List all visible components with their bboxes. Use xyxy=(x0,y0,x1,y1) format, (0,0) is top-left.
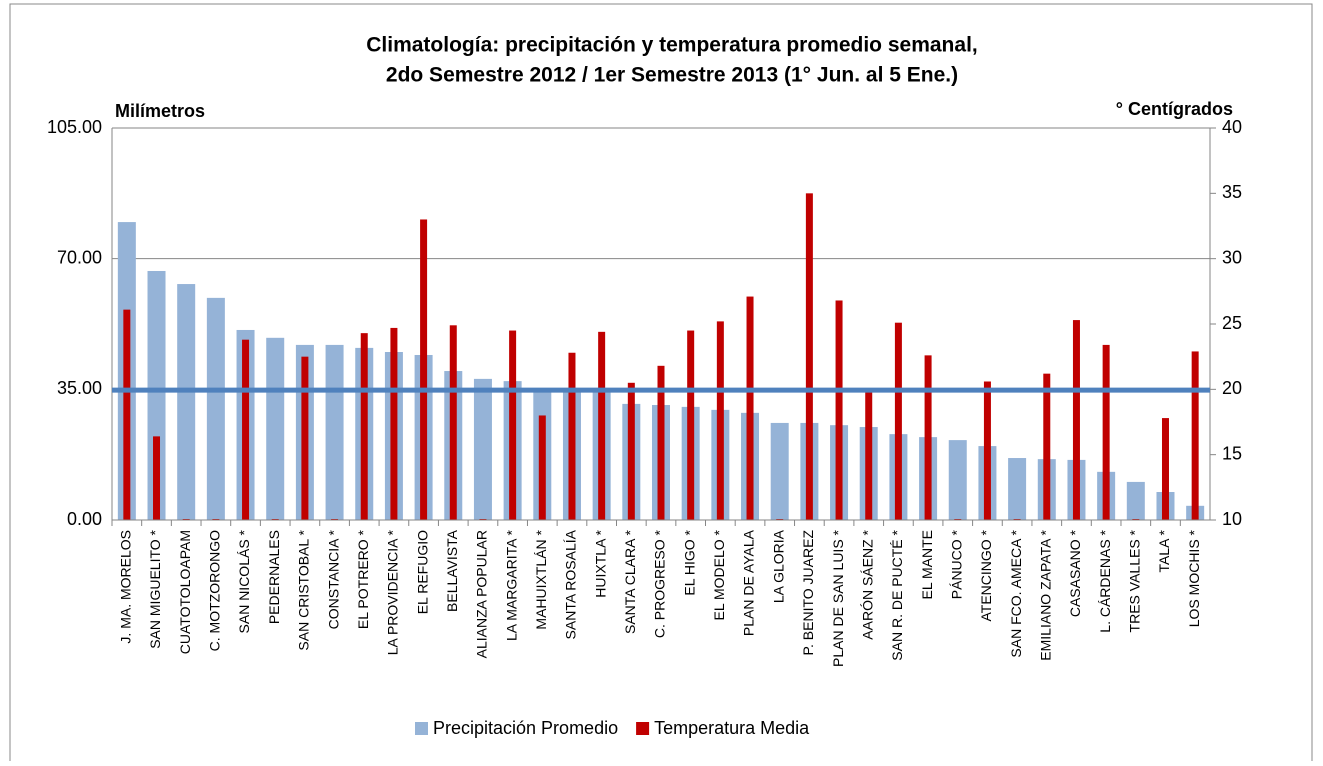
y-tick-label: 0.00 xyxy=(67,509,102,529)
bar xyxy=(325,344,344,520)
bar xyxy=(390,327,398,520)
bar xyxy=(948,440,967,520)
bar xyxy=(266,337,285,520)
y2-tick-label: 30 xyxy=(1222,247,1242,267)
x-tick-label: TALA * xyxy=(1156,529,1172,572)
bar xyxy=(449,325,457,520)
bar xyxy=(598,331,606,520)
y-tick-label: 35.00 xyxy=(57,378,102,398)
bar xyxy=(568,352,576,520)
x-tick-label: EL MODELO * xyxy=(711,529,727,620)
bar xyxy=(206,297,225,520)
x-tick-label: SAN FCO. AMECA * xyxy=(1008,529,1024,657)
bar xyxy=(177,284,196,520)
bar xyxy=(627,382,635,520)
chart-title: 2do Semestre 2012 / 1er Semestre 2013 (1… xyxy=(386,64,958,87)
bar xyxy=(1008,458,1027,520)
bar xyxy=(147,270,166,520)
bar xyxy=(983,381,991,520)
bar xyxy=(509,330,517,520)
bar xyxy=(153,436,161,520)
x-tick-label: AARÓN SÁENZ * xyxy=(859,529,875,639)
x-tick-label: EL HIGO * xyxy=(681,529,697,595)
bar xyxy=(1161,418,1169,520)
x-tick-label: LOS MOCHIS * xyxy=(1186,529,1202,627)
bar xyxy=(770,422,789,520)
bar xyxy=(924,355,932,520)
legend-swatch xyxy=(415,722,428,735)
x-tick-label: PLAN DE SAN LUIS * xyxy=(830,529,846,666)
x-tick-label: CONSTANCIA * xyxy=(325,529,341,629)
bar xyxy=(805,193,813,521)
x-tick-label: LA GLORIA xyxy=(770,529,786,603)
legend-label: Precipitación Promedio xyxy=(433,718,618,738)
bar xyxy=(865,391,873,520)
bar xyxy=(538,415,546,520)
x-tick-label: PLAN DE AYALA xyxy=(741,529,757,636)
bar xyxy=(1191,351,1199,520)
bar xyxy=(1102,344,1110,520)
y2-tick-label: 15 xyxy=(1222,443,1242,463)
x-tick-label: PEDERNALES xyxy=(266,530,282,624)
x-tick-label: LA PROVIDENCIA * xyxy=(385,529,401,655)
x-tick-label: MAHUIXTLÁN * xyxy=(533,529,549,629)
x-tick-label: SAN CRISTOBAL * xyxy=(296,529,312,650)
bar xyxy=(123,309,131,520)
x-tick-label: HUIXTLA * xyxy=(592,529,608,597)
bar xyxy=(1126,481,1145,520)
y2-tick-label: 40 xyxy=(1222,117,1242,137)
y2-axis-label: ° Centígrados xyxy=(1116,99,1233,119)
bar xyxy=(835,300,843,520)
y2-tick-label: 25 xyxy=(1222,313,1242,333)
x-tick-label: TRES VALLES * xyxy=(1127,529,1143,632)
x-tick-label: J. MA. MORELOS xyxy=(118,530,134,644)
y2-tick-label: 10 xyxy=(1222,509,1242,529)
bar xyxy=(1043,373,1051,520)
chart-title: Climatología: precipitación y temperatur… xyxy=(366,34,977,57)
bar xyxy=(473,378,492,520)
y-axis-label: Milímetros xyxy=(115,101,205,121)
x-tick-label: CUATOTOLOAPAM xyxy=(177,530,193,654)
x-tick-label: LA MARGARITA * xyxy=(503,529,519,641)
x-tick-label: SAN MIGUELITO * xyxy=(147,529,163,648)
bar xyxy=(894,322,902,520)
x-tick-label: ATENCINGO * xyxy=(978,529,994,621)
x-tick-label: BELLAVISTA xyxy=(444,529,460,612)
x-tick-label: C. MOTZORONGO xyxy=(207,530,223,651)
y-tick-label: 70.00 xyxy=(57,247,102,267)
x-tick-label: EL REFUGIO xyxy=(414,530,430,614)
x-tick-label: C. PROGRESO * xyxy=(652,529,668,638)
x-tick-label: SAN R. DE PUCTÉ * xyxy=(889,529,905,660)
x-tick-label: CASASANO * xyxy=(1067,529,1083,617)
y-tick-label: 105.00 xyxy=(47,117,102,137)
bar xyxy=(301,356,309,520)
x-tick-label: EL POTRERO * xyxy=(355,529,371,629)
x-tick-label: L. CÁRDENAS * xyxy=(1097,529,1113,632)
x-tick-label: P. BENITO JUAREZ xyxy=(800,530,816,656)
bar xyxy=(242,339,250,520)
x-tick-label: SAN NICOLÁS * xyxy=(236,529,252,633)
x-tick-label: PÁNUCO * xyxy=(948,529,964,599)
bar xyxy=(716,321,724,520)
y2-tick-label: 20 xyxy=(1222,378,1242,398)
x-tick-label: SANTA CLARA * xyxy=(622,529,638,634)
x-tick-label: EMILIANO ZAPATA * xyxy=(1037,529,1053,660)
bar xyxy=(687,330,695,520)
legend-label: Temperatura Media xyxy=(654,718,810,738)
bar xyxy=(420,219,428,520)
bar xyxy=(1072,320,1080,520)
legend-swatch xyxy=(636,722,650,735)
bar xyxy=(746,296,754,520)
x-tick-label: ALIANZA POPULAR xyxy=(474,530,490,658)
x-tick-label: EL MANTE xyxy=(919,530,935,600)
bar xyxy=(360,333,368,520)
x-tick-label: SANTA ROSALÍA xyxy=(563,529,579,639)
bar xyxy=(657,365,665,520)
y2-tick-label: 35 xyxy=(1222,182,1242,202)
